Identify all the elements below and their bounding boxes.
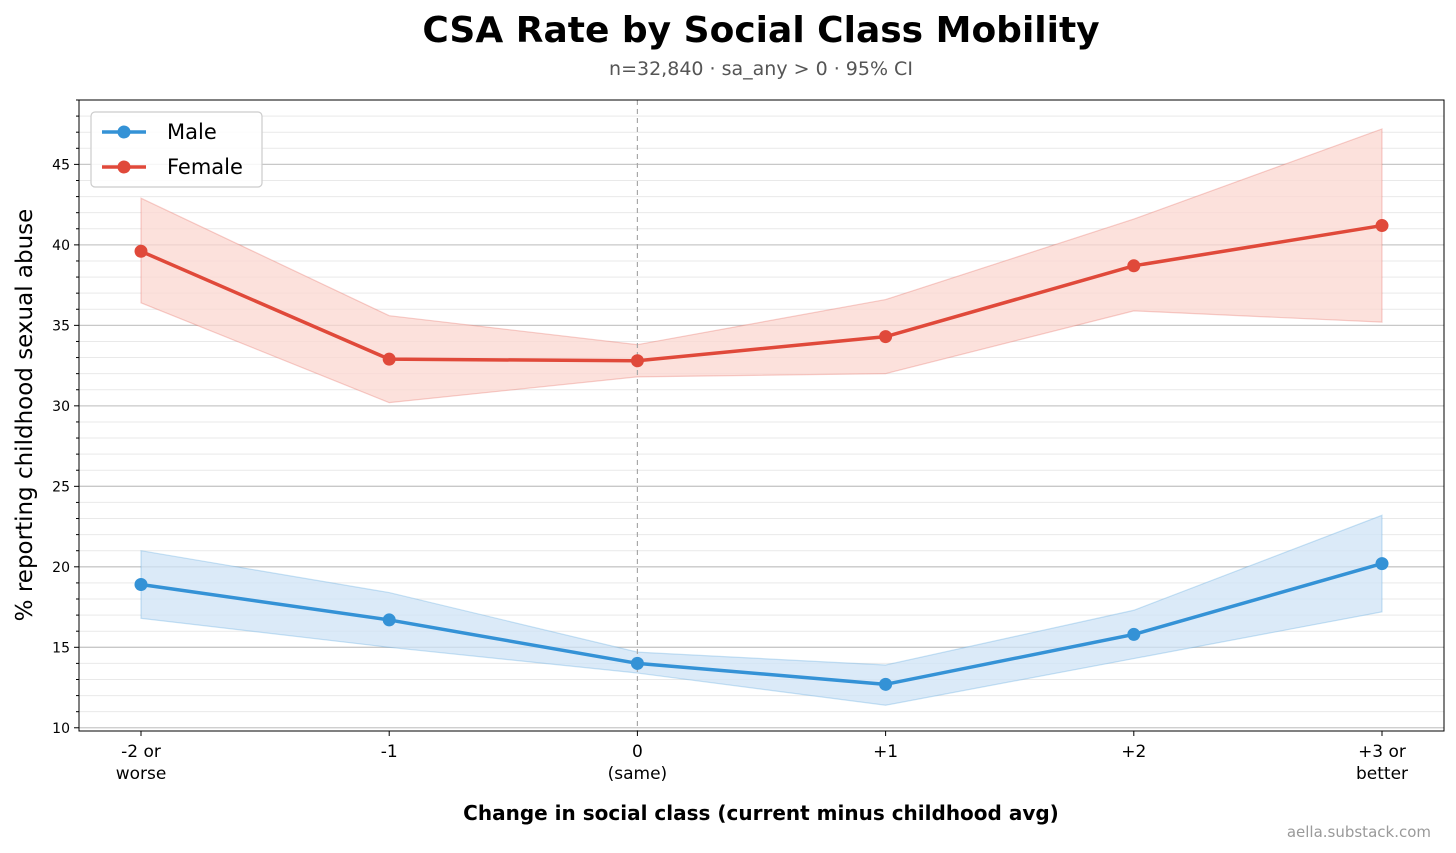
x-tick-label: -1 [381, 742, 398, 762]
legend: Male Female [90, 111, 263, 188]
x-axis-label: Change in social class (current minus ch… [463, 801, 1059, 825]
y-tick-label: 35 [52, 318, 70, 334]
female-series-line [140, 223, 1383, 363]
y-axis-ticks: 10 15 20 25 30 35 40 45 [52, 99, 79, 737]
male-data-point [382, 613, 396, 627]
series-lines [140, 223, 1383, 687]
y-tick-label: 45 [52, 157, 70, 173]
male-series-line [140, 561, 1383, 687]
male-data-point [879, 677, 893, 691]
female-data-point [134, 244, 148, 258]
y-tick-label: 30 [52, 399, 70, 415]
chart-subtitle: n=32,840 · sa_any > 0 · 95% CI [609, 58, 913, 80]
male-data-point [134, 578, 148, 592]
y-tick-label: 40 [52, 238, 70, 254]
legend-female-marker [117, 160, 131, 174]
female-data-point [630, 354, 644, 368]
legend-male-marker [117, 125, 131, 139]
female-data-point [1127, 259, 1141, 273]
female-data-point [879, 330, 893, 344]
series-points [134, 219, 1389, 691]
plot-frame [78, 99, 1445, 732]
x-tick-label: +2 [1121, 742, 1146, 762]
y-tick-label: 10 [52, 721, 70, 737]
y-axis-label: % reporting childhood sexual abuse [12, 209, 38, 622]
x-axis-ticks: -2 or worse -1 0 (same) +1 +2 +3 or better [116, 731, 1408, 784]
female-ci-band [140, 128, 1383, 404]
legend-female-label: Female [167, 155, 243, 179]
x-tick-label: -2 or worse [116, 742, 167, 784]
legend-male-label: Male [167, 120, 217, 144]
y-tick-label: 20 [52, 560, 70, 576]
female-data-point [382, 352, 396, 366]
watermark: aella.substack.com [1287, 823, 1431, 841]
male-data-point [1127, 627, 1141, 641]
male-data-point [630, 656, 644, 670]
y-tick-label: 25 [52, 479, 70, 495]
confidence-bands [140, 128, 1383, 706]
chart-title: CSA Rate by Social Class Mobility [422, 10, 1099, 51]
x-tick-label: +3 or better [1356, 742, 1408, 784]
x-tick-label: 0 (same) [608, 742, 668, 784]
y-tick-label: 15 [52, 640, 70, 656]
male-data-point [1375, 557, 1389, 571]
female-data-point [1375, 219, 1389, 233]
x-tick-label: +1 [873, 742, 898, 762]
